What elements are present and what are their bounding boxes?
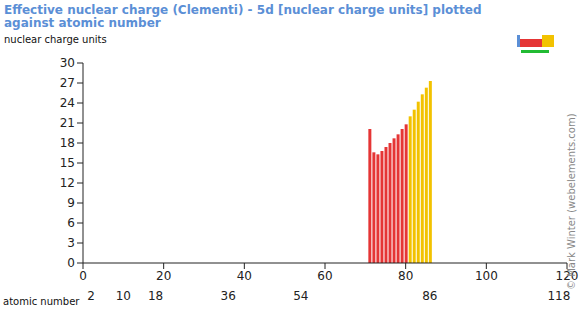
svg-text:10: 10	[116, 289, 131, 303]
svg-text:6: 6	[67, 216, 75, 230]
svg-text:100: 100	[475, 269, 498, 283]
svg-text:60: 60	[317, 269, 332, 283]
svg-text:0: 0	[79, 269, 87, 283]
svg-text:18: 18	[148, 289, 163, 303]
svg-text:27: 27	[60, 76, 75, 90]
svg-text:30: 30	[60, 56, 75, 70]
svg-text:40: 40	[237, 269, 252, 283]
html-text:© Mark Winter (webelements.com: © Mark Winter (webelements.com)	[566, 113, 577, 290]
html-text:Effective nuclear charge (Clem: Effective nuclear charge (Clementi) - 5d…	[4, 3, 482, 30]
svg-text:118: 118	[547, 289, 570, 303]
svg-text:15: 15	[60, 156, 75, 170]
svg-text:20: 20	[156, 269, 171, 283]
svg-text:86: 86	[422, 289, 437, 303]
svg-text:0: 0	[67, 256, 75, 270]
svg-text:9: 9	[67, 196, 75, 210]
svg-text:12: 12	[60, 176, 75, 190]
svg-text:24: 24	[60, 96, 75, 110]
svg-text:21: 21	[60, 116, 75, 130]
svg-text:2: 2	[87, 289, 95, 303]
svg-text:3: 3	[67, 236, 75, 250]
svg-text:18: 18	[60, 136, 75, 150]
svg-text:80: 80	[398, 269, 413, 283]
html-text:nuclear charge units: nuclear charge units	[4, 34, 107, 45]
svg-text:54: 54	[293, 289, 308, 303]
svg-text:36: 36	[221, 289, 236, 303]
html-text:atomic number: atomic number	[3, 296, 80, 307]
